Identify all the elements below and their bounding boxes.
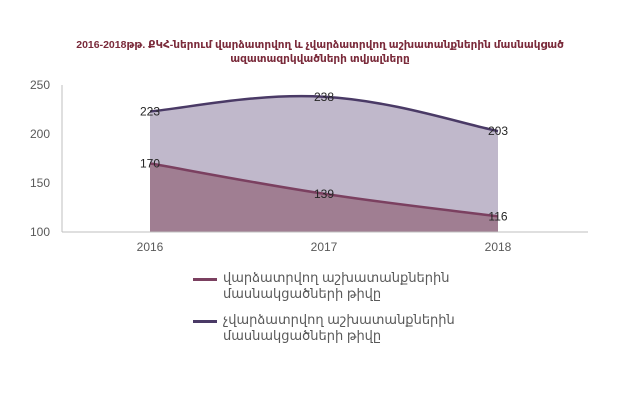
x-tick-label: 2018: [485, 240, 512, 254]
y-tick-label: 150: [30, 176, 50, 190]
legend-swatch-series1: [193, 278, 217, 281]
chart-title: 2016-2018թթ. ՔԿՀ-ներում վարձատրվող և չվա…: [60, 38, 580, 66]
legend: վարձատրվող աշխատանքներին մասնակցածների թ…: [193, 270, 483, 354]
line-series1: [149, 162, 499, 218]
data-label-series2: 203: [488, 124, 508, 138]
area-series1: [150, 163, 498, 232]
legend-label-series1: վարձատրվող աշխատանքներին մասնակցածների թ…: [223, 270, 450, 301]
line-series2: [149, 94, 499, 133]
legend-label-series2: չվարձատրվող աշխատանքներին մասնակցածների …: [223, 312, 455, 343]
chart-title-line1: 2016-2018թթ. ՔԿՀ-ներում վարձատրվող և չվա…: [76, 39, 564, 51]
chart-title-line2: ազատազրկվածների տվյալները: [230, 53, 410, 65]
data-label-series1: 116: [488, 209, 507, 223]
y-tick-label: 100: [30, 225, 50, 239]
x-tick-label: 2016: [137, 240, 164, 254]
y-tick-label: 200: [30, 127, 50, 141]
legend-item-series2: չվարձատրվող աշխատանքներին մասնակցածների …: [193, 312, 483, 344]
x-tick-label: 2017: [311, 240, 338, 254]
data-label-series2: 223: [140, 104, 160, 118]
y-tick-label: 250: [30, 78, 50, 92]
data-label-series1: 170: [140, 156, 160, 170]
legend-swatch-series2: [193, 320, 217, 323]
data-label-series2: 238: [314, 90, 334, 104]
legend-item-series1: վարձատրվող աշխատանքներին մասնակցածների թ…: [193, 270, 483, 302]
data-label-series1: 139: [314, 187, 334, 201]
